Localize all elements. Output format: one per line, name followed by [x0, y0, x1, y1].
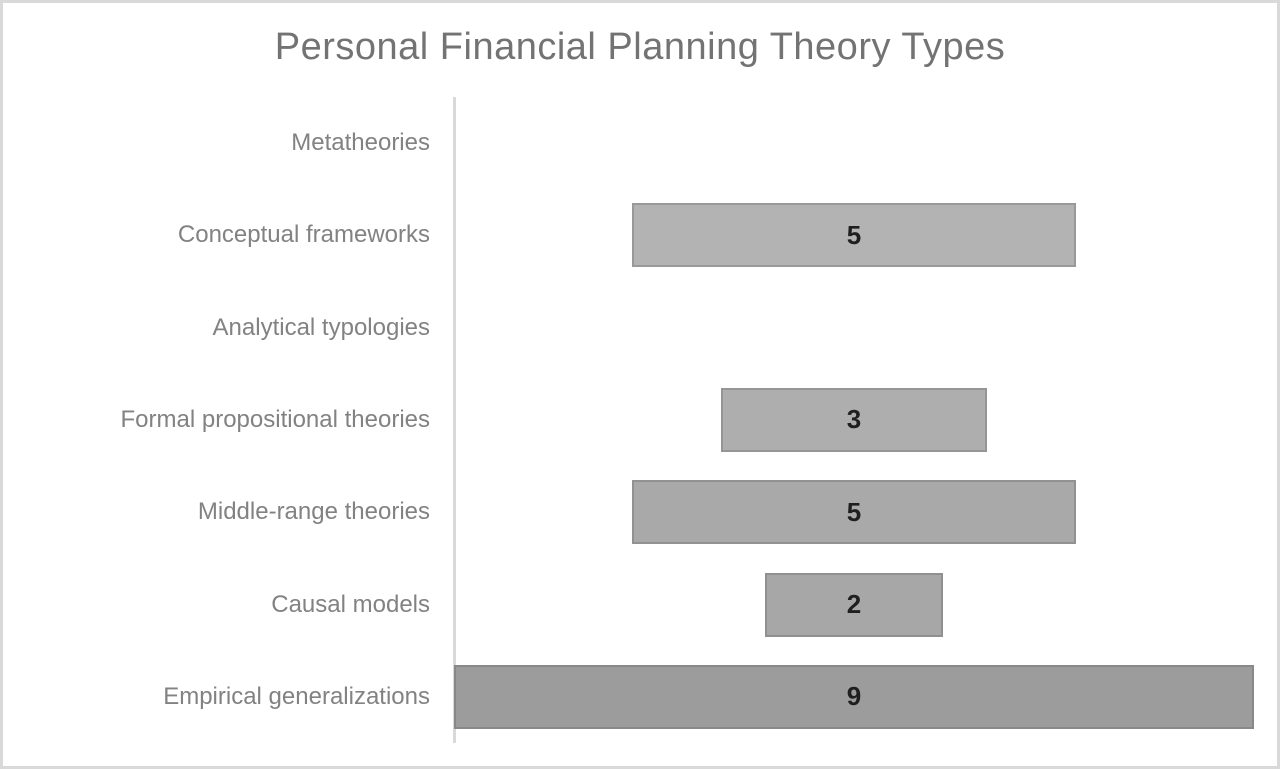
- category-label: Middle-range theories: [197, 498, 430, 526]
- category-label: Metatheories: [291, 129, 430, 157]
- bar-value-label: 3: [846, 404, 862, 435]
- bar-area: [454, 282, 1280, 374]
- chart-row: Conceptual frameworks 5: [0, 189, 1280, 281]
- chart-title: Personal Financial Planning Theory Types: [274, 26, 1006, 68]
- category-label: Conceptual frameworks: [177, 221, 430, 249]
- funnel-bar: 9: [454, 664, 1254, 729]
- funnel-bar: 2: [765, 572, 943, 637]
- chart-row: Formal propositional theories 3: [0, 374, 1280, 466]
- category-label: Formal propositional theories: [120, 405, 430, 433]
- bar-value-label: 2: [846, 589, 862, 620]
- chart-row: Empirical generalizations 9: [0, 651, 1280, 743]
- chart-row: Middle-range theories 5: [0, 466, 1280, 558]
- chart-row: Causal models 2: [0, 558, 1280, 650]
- funnel-bar: 3: [720, 387, 988, 452]
- bar-area: [454, 97, 1280, 189]
- bar-area: 3: [454, 374, 1280, 466]
- category-label: Analytical typologies: [212, 313, 430, 341]
- chart-row: Metatheories: [0, 97, 1280, 189]
- category-label: Empirical generalizations: [163, 682, 430, 710]
- bar-area: 9: [454, 651, 1280, 743]
- funnel-bar: 5: [631, 480, 1077, 545]
- plot-rows: Metatheories Conceptual frameworks 5 Analyt…: [0, 97, 1280, 743]
- bar-area: 2: [454, 558, 1280, 650]
- bar-area: 5: [454, 466, 1280, 558]
- category-axis-line: [453, 97, 456, 743]
- funnel-bar: 5: [631, 203, 1077, 268]
- category-label: Causal models: [271, 590, 430, 618]
- bar-value-label: 5: [846, 496, 862, 527]
- bar-value-label: 5: [846, 219, 862, 250]
- chart-row: Analytical typologies: [0, 282, 1280, 374]
- bar-value-label: 9: [846, 681, 862, 712]
- bar-area: 5: [454, 189, 1280, 281]
